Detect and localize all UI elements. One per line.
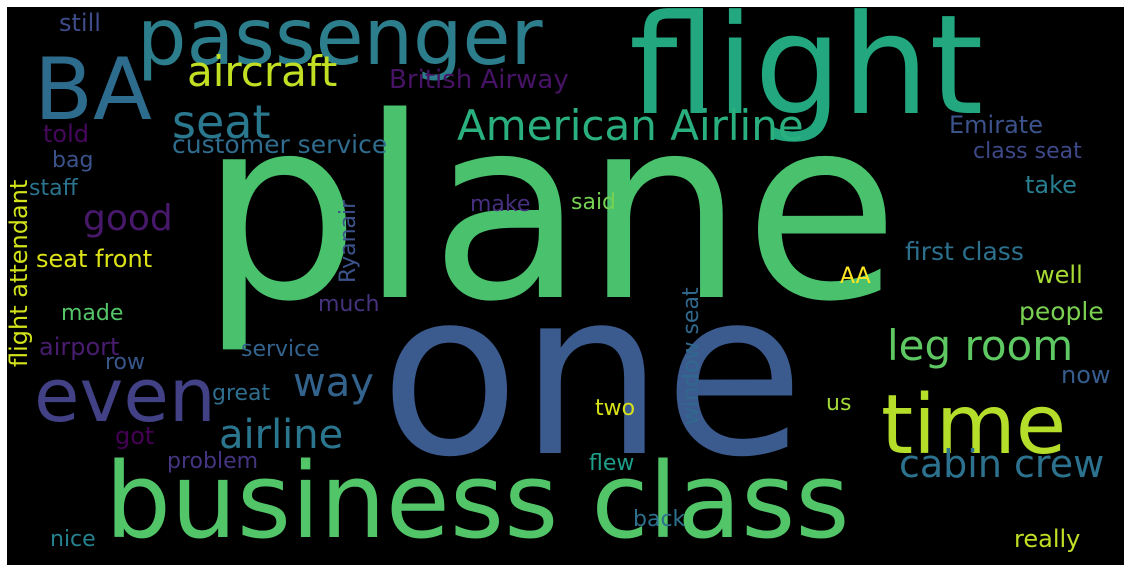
word-much: much [318,292,380,317]
word-business-class: business class [105,440,850,562]
word-BA: BA [34,40,152,140]
word-now: now [1061,361,1111,389]
word-emirate: Emirate [949,111,1043,139]
word-take: take [1025,171,1077,199]
word-airport: airport [39,333,120,361]
word-row: row [105,350,146,375]
word-back: back [633,507,686,532]
word-bag: bag [52,148,94,173]
word-us: us [826,391,852,416]
word-first-class: first class [905,237,1024,266]
word-make: make [470,192,531,217]
word-two: two [595,396,636,421]
word-flew: flew [589,451,635,476]
word-flight: flight [629,7,984,146]
word-staff: staff [29,176,78,201]
word-even: even [34,353,216,439]
word-good: good [83,198,173,239]
word-time: time [881,378,1067,473]
word-got: got [115,422,155,450]
word-great: great [212,381,271,406]
word-leg-room: leg room [887,321,1074,370]
word-plane: plane [200,64,900,357]
word-made: made [61,301,124,326]
word-cloud: plane one flight passenger BA business c… [7,7,1124,565]
word-seat: seat [172,95,271,149]
word-british-airway: British Airway [389,65,569,95]
word-AA: AA [840,264,871,289]
word-customer-service: customer service [172,130,388,159]
word-way: way [293,360,374,406]
word-aircraft: aircraft [187,47,338,96]
word-problem: problem [167,449,259,474]
word-well: well [1035,261,1083,289]
word-people: people [1019,297,1104,326]
word-seat-front: seat front [36,245,153,273]
word-passenger: passenger [137,7,543,83]
word-cabin-crew: cabin crew [899,442,1105,486]
word-airline: airline [219,412,344,458]
word-window-seat: window seat [679,287,704,425]
word-service: service [241,337,320,362]
word-told: told [43,120,89,148]
word-class-seat: class seat [973,139,1082,164]
word-american-airline: American Airline [457,101,804,150]
word-really: really [1014,525,1081,553]
word-one: one [380,241,805,507]
word-ryanair: Ryanair [336,199,361,283]
word-nice: nice [50,527,96,552]
word-said: said [571,190,617,215]
word-still: still [59,9,101,37]
word-flight-attendant: flight attendant [7,179,33,367]
